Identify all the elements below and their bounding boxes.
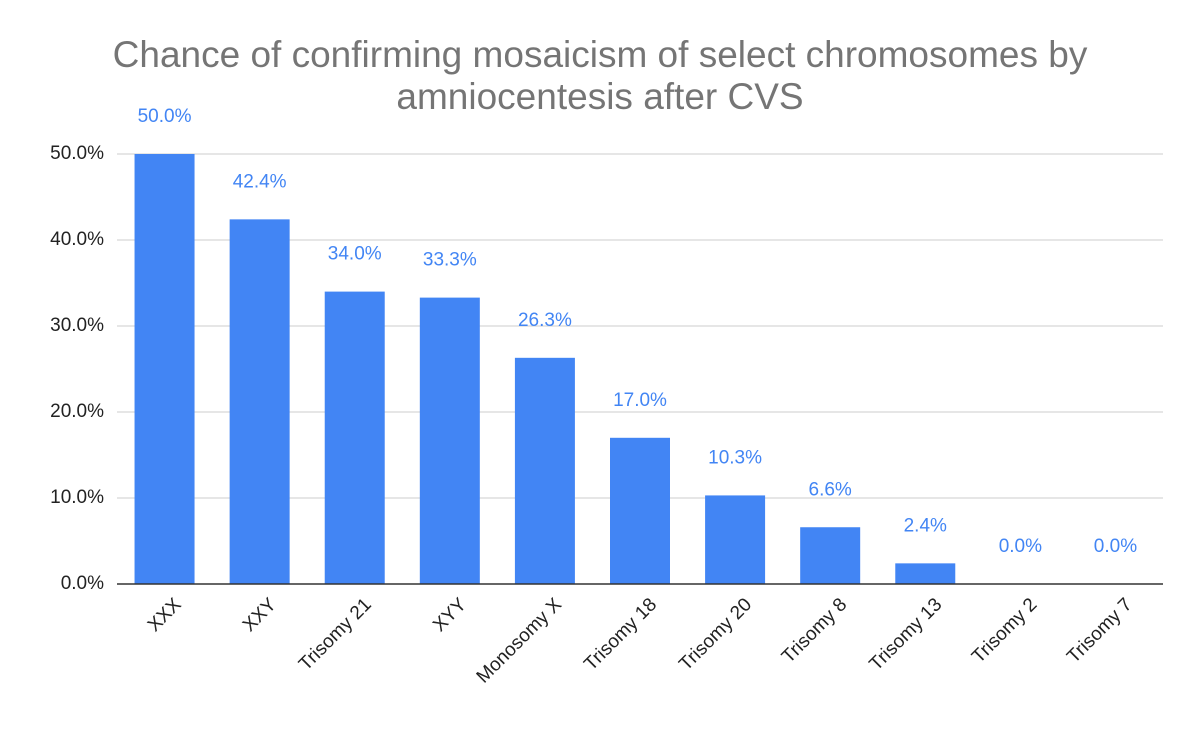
data-label: 34.0% xyxy=(328,244,382,265)
chart-title: Chance of confirming mosaicism of select… xyxy=(112,34,1088,117)
x-tick-label: XXX xyxy=(144,594,186,636)
data-label: 6.6% xyxy=(809,479,852,500)
y-tick-label: 0.0% xyxy=(61,573,104,594)
bar xyxy=(419,297,480,584)
bar xyxy=(324,291,385,584)
x-tick-label: XYY xyxy=(429,594,471,636)
y-tick-label: 30.0% xyxy=(50,315,104,336)
data-label: 26.3% xyxy=(518,310,572,331)
x-tick-label: Trisomy 20 xyxy=(675,594,756,675)
x-tick-label: Trisomy 13 xyxy=(866,594,947,675)
y-tick-label: 20.0% xyxy=(50,401,104,422)
bar xyxy=(895,563,956,584)
bar xyxy=(229,219,290,585)
data-label: 0.0% xyxy=(1094,536,1137,557)
x-tick-label: Trisomy 7 xyxy=(1063,594,1136,667)
data-label: 33.3% xyxy=(423,250,477,271)
bar xyxy=(800,527,861,584)
y-tick-label: 40.0% xyxy=(50,229,104,250)
bar xyxy=(705,495,766,584)
data-label: 50.0% xyxy=(138,106,192,127)
x-tick-label: Trisomy 2 xyxy=(968,594,1041,667)
y-tick-label: 10.0% xyxy=(50,487,104,508)
x-tick-label: XXY xyxy=(239,594,281,636)
x-tick-label: Trisomy 21 xyxy=(295,594,376,675)
data-label: 0.0% xyxy=(999,536,1042,557)
data-label: 42.4% xyxy=(233,171,287,192)
data-label: 2.4% xyxy=(904,515,947,536)
bar xyxy=(610,437,670,584)
x-tick-label: Trisomy 18 xyxy=(580,594,661,675)
bar xyxy=(134,154,195,584)
y-tick-label: 50.0% xyxy=(50,143,104,164)
data-label: 10.3% xyxy=(708,447,762,468)
bar xyxy=(514,357,575,584)
x-tick-label: Trisomy 8 xyxy=(778,594,851,667)
x-tick-label: Monosomy X xyxy=(473,594,566,687)
data-label: 17.0% xyxy=(613,390,667,411)
